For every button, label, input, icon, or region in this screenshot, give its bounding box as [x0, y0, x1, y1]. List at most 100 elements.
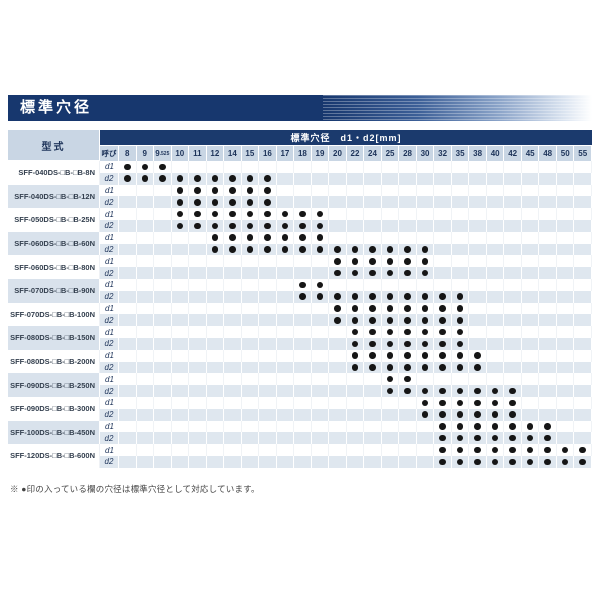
bore-cell [346, 302, 365, 315]
bore-cell [556, 314, 575, 327]
bore-cell [574, 385, 592, 397]
bore-dot-icon [439, 434, 446, 442]
bore-cell [189, 444, 207, 456]
bore-cell [521, 314, 540, 327]
bore-cell [346, 255, 365, 268]
bore-cell [171, 290, 190, 303]
bore-dot-icon [351, 340, 359, 348]
bore-cell [259, 326, 277, 338]
bore-dot-icon [281, 234, 289, 241]
bore-cell [364, 385, 382, 397]
bore-cell [241, 455, 260, 468]
bore-cell [504, 385, 522, 397]
bore-cell [241, 361, 260, 374]
bore-dot-icon [526, 458, 534, 466]
bore-dot-icon [439, 399, 446, 407]
bore-dot-icon [299, 293, 306, 300]
bore-dot-icon [404, 317, 411, 324]
bore-dot-icon [491, 411, 499, 418]
model-cell: SFF-070DS-□B-□B-100N [8, 302, 100, 327]
bore-cell [206, 408, 225, 421]
bore-cell [241, 420, 260, 433]
bore-cell [521, 172, 540, 185]
bore-cell [364, 420, 382, 433]
bore-cell [224, 219, 242, 232]
bore-cell [504, 408, 522, 421]
bore-cell [311, 337, 330, 350]
size-column-header: 9 [136, 146, 155, 161]
bore-cell [381, 231, 400, 244]
bore-dot-icon [159, 175, 166, 182]
bore-cell [241, 196, 260, 209]
bore-cell [399, 302, 417, 315]
bore-cell [329, 161, 347, 173]
bore-cell [451, 231, 470, 244]
bore-cell [556, 408, 575, 421]
bore-cell [329, 385, 347, 397]
bore-dot-icon [421, 411, 429, 418]
bore-dot-icon [509, 458, 516, 466]
bore-cell [486, 349, 505, 362]
bore-cell [189, 408, 207, 421]
bore-cell [119, 161, 137, 173]
bore-cell [276, 161, 295, 173]
bore-cell [259, 420, 277, 433]
bore-cell [329, 267, 347, 279]
bore-cell [486, 337, 505, 350]
bore-dot-icon [299, 281, 306, 289]
bore-cell [469, 361, 487, 374]
bore-cell [154, 361, 172, 374]
bore-cell [504, 172, 522, 185]
bore-dot-icon [369, 352, 376, 359]
bore-dot-icon [194, 210, 201, 218]
bore-cell [434, 161, 452, 173]
bore-dot-icon [544, 446, 551, 454]
bore-cell [206, 420, 225, 433]
bore-cell [119, 231, 137, 244]
bore-cell [469, 290, 487, 303]
bore-cell [241, 208, 260, 220]
bore-cell [539, 219, 557, 232]
bore-cell [154, 349, 172, 362]
bore-cell [451, 361, 470, 374]
bore-dot-icon [474, 434, 481, 442]
bore-cell [259, 290, 277, 303]
bore-cell [294, 408, 312, 421]
bore-cell [539, 349, 557, 362]
bore-cell [364, 208, 382, 220]
bore-cell [294, 302, 312, 315]
bore-cell [224, 267, 242, 279]
bore-cell [469, 349, 487, 362]
table-footnote: ※ ●印の入っている欄の穴径は標準穴径として対応しています。 [10, 484, 260, 494]
bore-dot-icon [246, 175, 254, 182]
bore-cell [189, 243, 207, 256]
bore-cell [171, 196, 190, 209]
bore-cell [119, 349, 137, 362]
bore-cell [556, 278, 575, 291]
bore-dot-icon [456, 423, 464, 430]
model-cell: SFF-090DS-□B-□B-300N [8, 396, 100, 421]
bore-cell [556, 231, 575, 244]
bore-cell [189, 172, 207, 185]
bore-cell [189, 314, 207, 327]
bore-cell [434, 302, 452, 315]
bore-cell [574, 290, 592, 303]
bore-cell [154, 408, 172, 421]
bore-cell [154, 396, 172, 409]
size-column-header: 30 [416, 146, 435, 161]
bore-cell [416, 337, 435, 350]
bore-cell [259, 396, 277, 409]
bore-dot-icon [141, 163, 149, 171]
bore-cell [556, 184, 575, 197]
bore-cell [206, 243, 225, 256]
bore-cell [539, 255, 557, 268]
bore-cell [381, 255, 400, 268]
bore-cell [399, 278, 417, 291]
size-column-header: 55 [574, 146, 592, 161]
bore-dot-icon [509, 399, 516, 407]
bore-cell [539, 361, 557, 374]
bore-cell [539, 267, 557, 279]
size-column-header: 25 [381, 146, 400, 161]
bore-cell [259, 196, 277, 209]
